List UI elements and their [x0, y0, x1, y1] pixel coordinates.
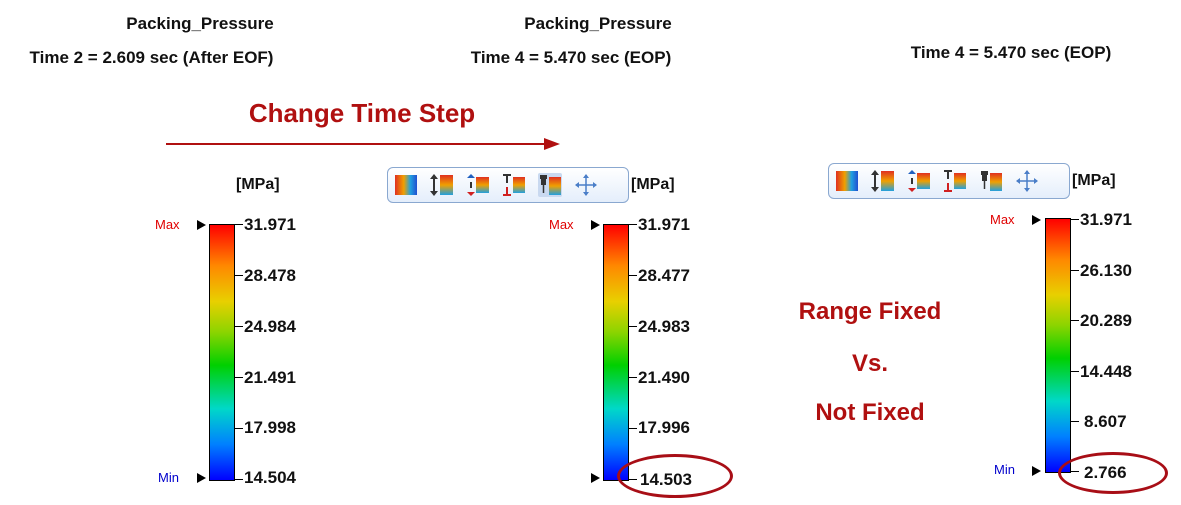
max-pointer [1032, 215, 1041, 225]
stretch-range-icon[interactable] [871, 169, 895, 193]
max-label: Max [155, 217, 180, 232]
fit-range-icon[interactable] [943, 169, 967, 193]
color-scale-bar [209, 224, 235, 481]
color-scale-icon[interactable] [835, 169, 859, 193]
highlight-ellipse [617, 454, 733, 498]
expand-range-icon[interactable] [466, 173, 490, 197]
scale-value: 14.448 [1080, 362, 1132, 381]
scale-value: 31.971 [1080, 210, 1132, 229]
panel1-unit: [MPa] [236, 176, 280, 193]
scale-value: 21.491 [244, 368, 296, 387]
scale-value: 28.478 [244, 266, 296, 285]
scale-value: 8.607 [1084, 412, 1127, 431]
scale-toolbar [387, 167, 629, 203]
expand-range-icon[interactable] [907, 169, 931, 193]
scale-value: 24.984 [244, 317, 296, 336]
min-pointer [1032, 466, 1041, 476]
fit-range-icon[interactable] [502, 173, 526, 197]
scale-value: 31.971 [244, 215, 296, 234]
min-label: Min [994, 462, 1015, 477]
comparison-line1: Range Fixed [798, 298, 942, 325]
scale-value: 21.490 [638, 368, 690, 387]
scale-value: 17.998 [244, 418, 296, 437]
color-scale-bar [1045, 218, 1071, 473]
change-time-step-arrow [166, 138, 560, 150]
scale-value: 24.983 [638, 317, 690, 336]
panel2-title: Packing_Pressure [524, 14, 672, 33]
panel2-time: Time 4 = 5.470 sec (EOP) [470, 48, 672, 67]
highlight-ellipse [1058, 452, 1168, 494]
comparison-line2: Vs. [851, 350, 889, 377]
max-label: Max [990, 212, 1015, 227]
panel3-unit: [MPa] [1072, 172, 1116, 189]
comparison-line3: Not Fixed [815, 399, 925, 426]
panel3-time: Time 4 = 5.470 sec (EOP) [910, 43, 1112, 62]
scale-value: 17.996 [638, 418, 690, 437]
panel1-time: Time 2 = 2.609 sec (After EOF) [29, 48, 274, 67]
scale-value: 20.289 [1080, 311, 1132, 330]
move-icon[interactable] [574, 173, 598, 197]
move-icon[interactable] [1015, 169, 1039, 193]
min-pointer [591, 473, 600, 483]
color-scale-bar [603, 224, 629, 481]
scale-value: 26.130 [1080, 261, 1132, 280]
min-pointer [197, 473, 206, 483]
panel1-title: Packing_Pressure [126, 14, 274, 33]
change-time-step-label: Change Time Step [248, 98, 476, 128]
pin-range-icon[interactable] [979, 169, 1003, 193]
color-scale-icon[interactable] [394, 173, 418, 197]
scale-toolbar [828, 163, 1070, 199]
panel2-unit: [MPa] [631, 176, 675, 193]
pin-range-icon[interactable] [538, 173, 562, 197]
stretch-range-icon[interactable] [430, 173, 454, 197]
min-label: Min [158, 470, 179, 485]
max-pointer [197, 220, 206, 230]
max-label: Max [549, 217, 574, 232]
scale-value: 28.477 [638, 266, 690, 285]
scale-value: 31.971 [638, 215, 690, 234]
scale-value: 14.504 [244, 468, 296, 487]
max-pointer [591, 220, 600, 230]
